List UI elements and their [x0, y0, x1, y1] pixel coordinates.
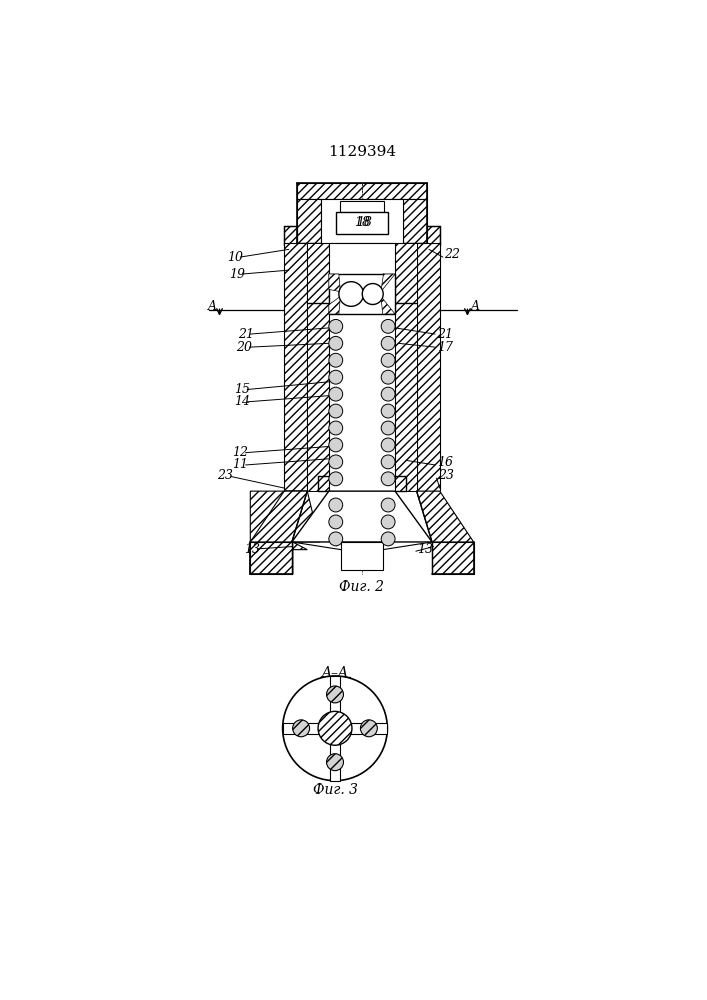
Circle shape — [381, 515, 395, 529]
Polygon shape — [416, 491, 474, 542]
Polygon shape — [250, 491, 308, 574]
Text: 12: 12 — [233, 446, 249, 459]
Circle shape — [329, 319, 343, 333]
Text: 13: 13 — [244, 543, 260, 556]
Circle shape — [329, 404, 343, 418]
Text: 14: 14 — [234, 395, 250, 408]
Circle shape — [381, 319, 395, 333]
Text: A: A — [208, 300, 217, 313]
Polygon shape — [250, 491, 308, 542]
Polygon shape — [432, 542, 474, 574]
Circle shape — [381, 387, 395, 401]
Polygon shape — [308, 243, 329, 491]
Circle shape — [329, 336, 343, 350]
Polygon shape — [292, 491, 432, 542]
Polygon shape — [284, 243, 308, 491]
Circle shape — [381, 532, 395, 546]
Circle shape — [329, 532, 343, 546]
Text: 15: 15 — [234, 383, 250, 396]
Text: 13: 13 — [417, 543, 433, 556]
Polygon shape — [329, 274, 395, 314]
Text: 16: 16 — [437, 456, 452, 469]
Polygon shape — [395, 243, 416, 491]
Polygon shape — [321, 199, 403, 243]
Polygon shape — [284, 226, 296, 245]
Polygon shape — [403, 199, 428, 243]
Circle shape — [381, 438, 395, 452]
Text: 17: 17 — [437, 341, 452, 354]
Polygon shape — [329, 243, 395, 491]
Text: Фиг. 2: Фиг. 2 — [339, 580, 385, 594]
Polygon shape — [341, 542, 382, 570]
Text: A–A: A–A — [322, 666, 349, 680]
Circle shape — [381, 472, 395, 486]
Polygon shape — [381, 296, 395, 314]
Text: 20: 20 — [236, 341, 252, 354]
Circle shape — [329, 472, 343, 486]
Text: 18: 18 — [354, 216, 370, 229]
Polygon shape — [336, 212, 388, 234]
Circle shape — [329, 438, 343, 452]
Circle shape — [381, 404, 395, 418]
Circle shape — [329, 370, 343, 384]
Text: Фиг. 3: Фиг. 3 — [312, 783, 358, 797]
Polygon shape — [250, 542, 292, 574]
Circle shape — [318, 711, 352, 745]
Circle shape — [362, 284, 383, 304]
Polygon shape — [329, 676, 340, 781]
Polygon shape — [428, 226, 440, 245]
Circle shape — [327, 754, 344, 771]
Circle shape — [293, 720, 310, 737]
Circle shape — [329, 455, 343, 469]
Polygon shape — [416, 243, 440, 491]
Circle shape — [329, 387, 343, 401]
Text: 18: 18 — [356, 216, 372, 229]
Text: 21: 21 — [437, 328, 452, 341]
Polygon shape — [381, 274, 395, 292]
Circle shape — [381, 498, 395, 512]
Text: 21: 21 — [238, 328, 254, 341]
Circle shape — [361, 720, 378, 737]
Polygon shape — [329, 274, 340, 292]
Circle shape — [381, 455, 395, 469]
Circle shape — [329, 421, 343, 435]
Circle shape — [329, 498, 343, 512]
Text: 23: 23 — [438, 469, 454, 482]
Polygon shape — [340, 201, 383, 212]
Text: 11: 11 — [233, 458, 249, 471]
Text: 10: 10 — [227, 251, 243, 264]
Polygon shape — [283, 723, 387, 734]
Circle shape — [339, 282, 363, 306]
Text: 1129394: 1129394 — [328, 145, 396, 159]
Polygon shape — [329, 296, 340, 314]
Text: 22: 22 — [444, 248, 460, 261]
Circle shape — [329, 353, 343, 367]
Circle shape — [329, 515, 343, 529]
Circle shape — [381, 421, 395, 435]
Circle shape — [381, 336, 395, 350]
Text: 19: 19 — [229, 267, 245, 280]
Circle shape — [381, 353, 395, 367]
Text: A: A — [471, 300, 479, 313]
Polygon shape — [296, 199, 321, 243]
Text: 23: 23 — [217, 469, 233, 482]
Circle shape — [381, 370, 395, 384]
Polygon shape — [296, 183, 428, 199]
Circle shape — [327, 686, 344, 703]
Circle shape — [283, 676, 387, 781]
Polygon shape — [250, 491, 320, 574]
